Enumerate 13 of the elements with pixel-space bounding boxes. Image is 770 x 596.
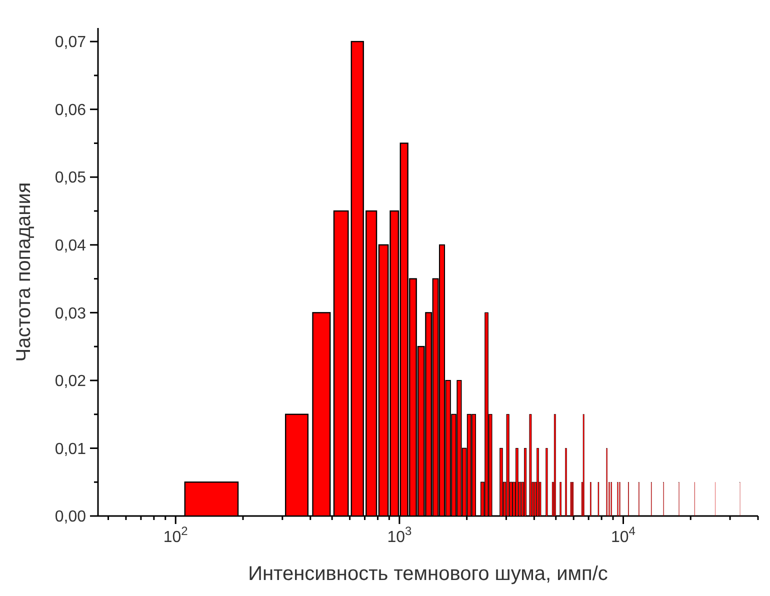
y-tick-label: 0,06 (54, 102, 86, 119)
y-tick-label: 0,04 (54, 237, 86, 254)
y-tick-label: 0,00 (54, 508, 86, 526)
y-tick-label: 0,02 (54, 373, 86, 390)
x-tick-label: 10$^{4}$ (611, 524, 636, 546)
y-tick-label: 0,05 (54, 170, 86, 187)
x-tick-label: 10$^{3}$ (387, 524, 412, 546)
y-axis-title: Частота попадания (13, 182, 35, 362)
x-axis-title: Интенсивность темнового шума, имп/с (248, 563, 608, 585)
y-tick-label: 0,07 (54, 34, 86, 52)
x-tick-label: 10$^{2}$ (163, 524, 188, 546)
y-tick-label: 0,01 (54, 440, 86, 458)
y-tick-label: 0,03 (54, 305, 86, 322)
